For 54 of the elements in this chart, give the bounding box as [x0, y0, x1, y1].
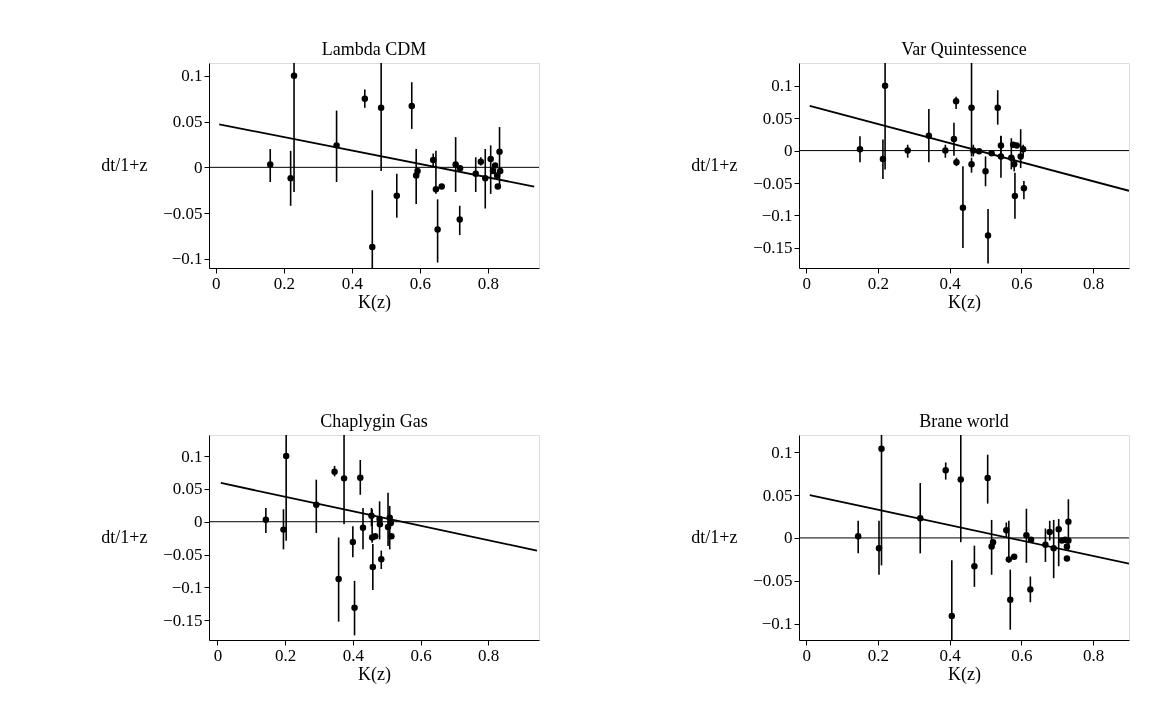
y-tick-label: −0.1 [761, 614, 793, 634]
x-tick-label: 0 [802, 273, 811, 293]
chart-title: Brane world [919, 411, 1009, 431]
chart-title: Lambda CDM [321, 39, 427, 59]
x-tick-label: 0.8 [477, 273, 500, 293]
x-tick-label: 0.4 [939, 645, 962, 665]
y-tick-label: 0.05 [172, 479, 203, 499]
y-tick-label: −0.05 [163, 545, 203, 565]
x-tick-label: 0 [213, 645, 223, 665]
y-tick-label: −0.05 [163, 203, 203, 223]
y-tick-label: −0.15 [753, 238, 793, 258]
y-axis-title: dt/1+z [101, 527, 148, 547]
y-tick-label: 0.1 [181, 446, 203, 466]
x-axis-title: K(z) [358, 663, 391, 685]
x-tick-label: 0.6 [409, 273, 432, 293]
y-tick-label: −0.05 [753, 173, 793, 193]
y-tick-label: 0.05 [762, 485, 793, 505]
x-axis-title: K(z) [948, 663, 981, 685]
x-tick-label: 0.2 [273, 273, 295, 293]
y-tick-label: 0.1 [181, 66, 203, 86]
x-tick-label: 0.4 [939, 273, 962, 293]
y-axis-title: dt/1+z [101, 155, 148, 175]
y-tick-label: 0.1 [771, 76, 793, 96]
x-axis-title: K(z) [358, 291, 391, 313]
chart-title: Chaplygin Gas [320, 411, 428, 431]
x-tick-label: 0.6 [410, 645, 432, 665]
y-tick-label: 0 [784, 528, 793, 548]
x-tick-label: 0.8 [478, 645, 500, 665]
x-tick-label: 0 [802, 645, 811, 665]
y-tick-label: −0.1 [761, 205, 793, 225]
y-tick-label: −0.1 [171, 249, 203, 269]
x-tick-label: 0.2 [867, 645, 890, 665]
chart-title: Var Quintessence [901, 39, 1027, 59]
y-tick-label: 0 [784, 141, 793, 161]
x-tick-label: 0.2 [275, 645, 297, 665]
y-tick-label: −0.1 [171, 577, 203, 597]
x-tick-label: 0.6 [1011, 645, 1033, 665]
x-tick-label: 0.2 [867, 273, 890, 293]
y-tick-label: 0.05 [762, 108, 793, 128]
y-tick-label: 0.1 [771, 442, 793, 462]
x-tick-label: 0.8 [1083, 645, 1105, 665]
y-tick-label: −0.05 [753, 571, 793, 591]
y-tick-label: 0.05 [172, 112, 203, 132]
x-tick-label: 0 [212, 273, 221, 293]
x-tick-label: 0.4 [341, 273, 364, 293]
x-tick-label: 0.4 [342, 645, 365, 665]
y-tick-label: 0 [194, 157, 203, 177]
x-axis-title: K(z) [948, 291, 981, 313]
y-axis-title: dt/1+z [691, 155, 738, 175]
y-tick-label: 0 [194, 512, 203, 532]
y-tick-label: −0.15 [163, 610, 203, 630]
y-axis-title: dt/1+z [691, 527, 738, 547]
x-tick-label: 0.8 [1083, 273, 1105, 293]
x-tick-label: 0.6 [1011, 273, 1033, 293]
